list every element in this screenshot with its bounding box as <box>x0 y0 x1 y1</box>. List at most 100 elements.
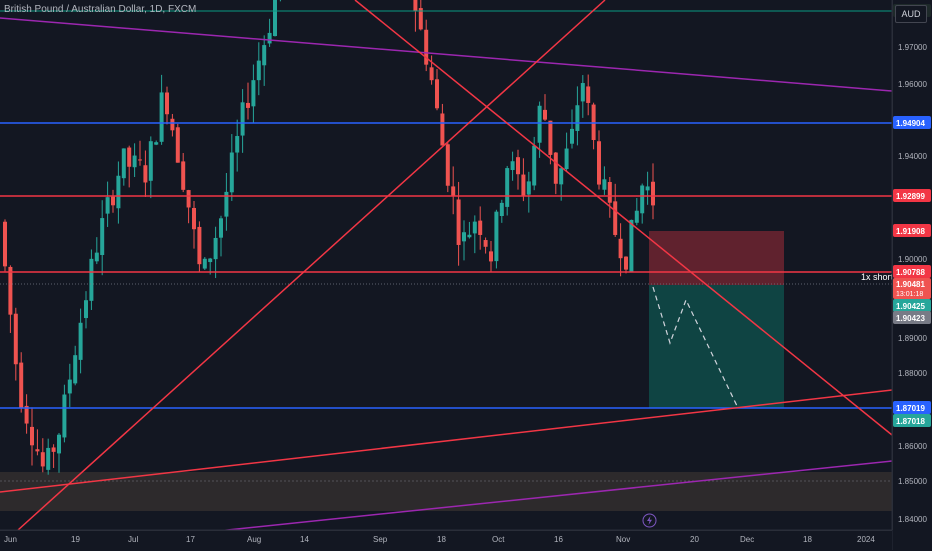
candle-body <box>451 186 456 197</box>
candle-body <box>618 238 623 259</box>
candle-body <box>435 79 439 109</box>
candle-body <box>597 141 601 185</box>
price-tick: 1.94000 <box>898 152 927 161</box>
currency-button[interactable]: AUD <box>895 5 927 23</box>
price-badge-2-bg <box>893 189 931 202</box>
support-zone[interactable] <box>0 472 892 511</box>
candle-body <box>559 168 564 185</box>
price-badge-3-bg <box>893 224 931 237</box>
candle-body <box>246 102 250 108</box>
candle-body <box>105 197 110 214</box>
candle-body <box>640 185 645 214</box>
candle-body <box>62 394 67 438</box>
candle-body <box>57 434 61 454</box>
symbol-title[interactable]: British Pound / Australian Dollar, 1D, F… <box>4 4 197 15</box>
candle-body <box>440 113 445 146</box>
price-tick: 1.84000 <box>898 515 927 524</box>
candle-body <box>586 86 591 103</box>
candle-body <box>645 186 650 191</box>
candle-body <box>532 145 537 186</box>
time-tick: 16 <box>554 535 563 544</box>
price-tick: 1.85000 <box>898 477 927 486</box>
time-tick: Aug <box>247 535 261 544</box>
candle-body <box>516 157 520 175</box>
candle-body <box>213 237 218 260</box>
candle-body <box>116 175 121 209</box>
time-tick: 18 <box>437 535 446 544</box>
candle-body <box>472 221 477 234</box>
candle-body <box>84 300 88 319</box>
countdown-timer: 13:01:18 <box>896 291 923 298</box>
time-tick: Sep <box>373 535 388 544</box>
price-badge-3: 1.91908 <box>896 227 925 236</box>
time-axis[interactable] <box>0 530 892 551</box>
red-support-trendline[interactable] <box>0 389 893 493</box>
current-price-badge: 1.90481 <box>896 280 925 289</box>
purple-trendline-upper[interactable] <box>0 17 893 92</box>
stop-loss-zone[interactable] <box>649 231 784 285</box>
candle-body <box>629 219 634 272</box>
position-label: 1x short <box>861 272 894 282</box>
candle-body <box>602 179 607 190</box>
candle-body <box>456 199 461 245</box>
candle-body <box>651 181 655 206</box>
time-tick: 19 <box>71 535 80 544</box>
candle-body <box>235 136 240 153</box>
candle-body <box>24 405 29 424</box>
candle-body <box>553 152 558 184</box>
candle-body <box>148 141 153 181</box>
candle-body <box>94 252 99 262</box>
candle-body <box>543 109 547 120</box>
candle-body <box>510 161 515 171</box>
bolt-icon[interactable] <box>642 513 657 528</box>
candle-body <box>208 258 213 263</box>
price-tick: 1.86000 <box>898 442 927 451</box>
candle-body <box>467 234 472 238</box>
candle-body <box>138 159 142 161</box>
candle-body <box>132 155 137 168</box>
candle-body <box>424 29 429 65</box>
candle-body <box>483 240 488 247</box>
candle-body <box>462 232 466 242</box>
red-uptrend-line[interactable] <box>17 0 606 531</box>
candle-body <box>51 447 56 452</box>
current-price-badge-bg <box>893 278 931 299</box>
purple-trendline-lower[interactable] <box>149 460 893 539</box>
price-tick: 1.89000 <box>898 334 927 343</box>
price-tick: 1.96000 <box>898 80 927 89</box>
candles[interactable] <box>3 0 655 475</box>
candle-body <box>219 218 223 238</box>
candle-body <box>8 266 13 315</box>
candle-body <box>19 362 24 408</box>
time-tick: Oct <box>492 535 505 544</box>
price-badge-6: 1.90423 <box>896 314 925 323</box>
candle-body <box>143 165 148 183</box>
candle-body <box>580 83 585 102</box>
price-axis[interactable] <box>892 0 932 530</box>
take-profit-zone[interactable] <box>649 285 784 408</box>
candle-body <box>3 221 7 267</box>
candle-body <box>89 258 94 301</box>
candle-body <box>251 80 256 107</box>
candle-body <box>197 226 202 265</box>
candle-body <box>505 168 510 207</box>
price-badge-target-2-bg <box>893 414 931 427</box>
price-badge-5: 1.90425 <box>896 302 925 311</box>
time-tick: 20 <box>690 535 699 544</box>
price-tick: 1.97000 <box>898 43 927 52</box>
red-downtrend-line[interactable] <box>354 0 893 436</box>
candle-body <box>478 220 483 235</box>
candle-body <box>192 207 196 230</box>
price-badge-target-1-bg <box>893 401 931 414</box>
candle-body <box>127 147 132 167</box>
candle-body <box>181 161 186 190</box>
candle-body <box>526 181 531 195</box>
time-tick: Jun <box>4 535 17 544</box>
projected-path[interactable] <box>652 286 739 409</box>
candle-body <box>499 202 504 217</box>
candle-body <box>154 142 159 145</box>
candle-body <box>46 447 51 470</box>
price-badge-1: 1.94904 <box>896 119 925 128</box>
candle-body <box>240 102 245 136</box>
